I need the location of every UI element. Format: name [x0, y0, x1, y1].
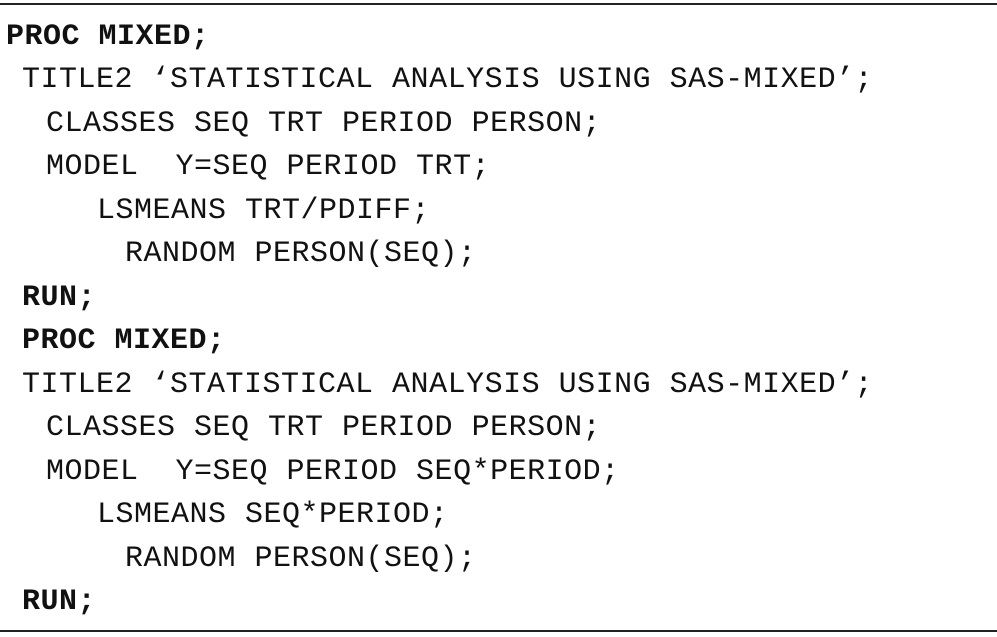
code-line-run-1: RUN;	[22, 281, 97, 315]
top-rule	[0, 3, 997, 5]
code-line-classes-2: CLASSES SEQ TRT PERIOD PERSON;	[46, 411, 602, 445]
code-line-run-2: RUN;	[22, 585, 97, 619]
code-line-proc-mixed-1: PROC MIXED;	[6, 20, 210, 54]
code-line-proc-mixed-2: PROC MIXED;	[22, 324, 226, 358]
code-line-classes-1: CLASSES SEQ TRT PERIOD PERSON;	[46, 107, 602, 141]
code-line-lsmeans-1: LSMEANS TRT/PDIFF;	[97, 194, 431, 228]
bottom-rule	[0, 630, 997, 632]
code-line-model-2: MODEL Y=SEQ PERIOD SEQ*PERIOD;	[46, 455, 620, 489]
code-line-random-1: RANDOM PERSON(SEQ);	[125, 237, 477, 271]
code-line-random-2: RANDOM PERSON(SEQ);	[125, 542, 477, 576]
code-line-lsmeans-2: LSMEANS SEQ*PERIOD;	[97, 498, 449, 532]
code-line-title2-1: TITLE2 ‘STATISTICAL ANALYSIS USING SAS-M…	[22, 63, 874, 97]
code-line-model-1: MODEL Y=SEQ PERIOD TRT;	[46, 150, 491, 184]
code-line-title2-2: TITLE2 ‘STATISTICAL ANALYSIS USING SAS-M…	[22, 368, 874, 402]
